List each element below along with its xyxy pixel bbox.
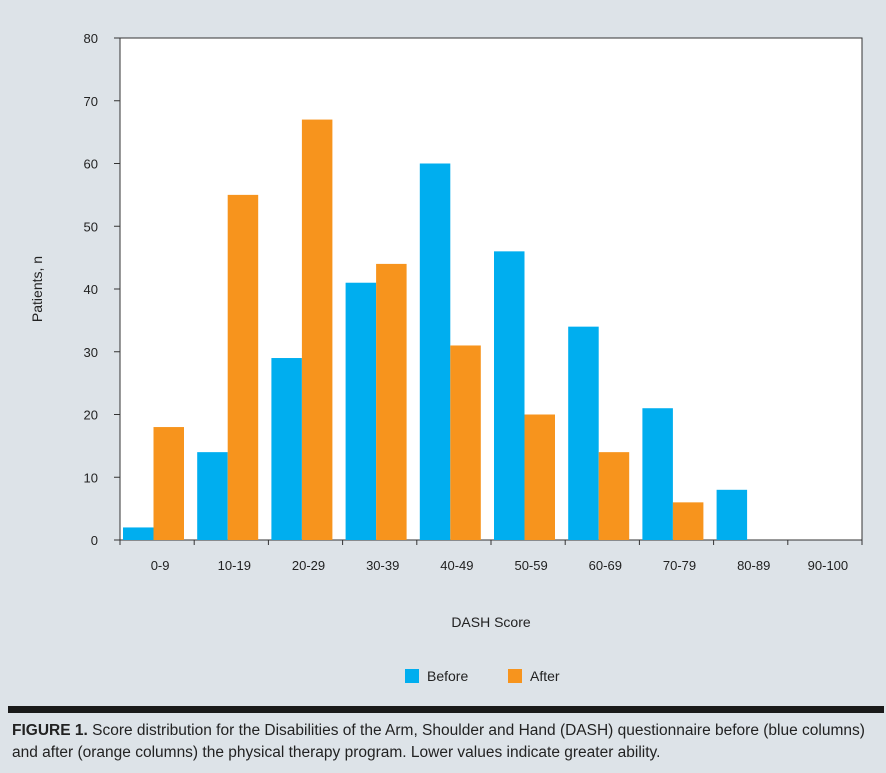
bar-after-60-69 (598, 452, 630, 540)
y-tick-label: 60 (84, 157, 98, 172)
x-tick-label: 30-39 (366, 558, 399, 573)
y-tick-label: 80 (84, 31, 98, 46)
bar-before-10-19 (197, 452, 228, 540)
bar-after-40-49 (450, 345, 481, 540)
x-tick-label: 90-100 (808, 558, 848, 573)
bar-after-50-59 (524, 414, 555, 540)
x-tick-label: 40-49 (440, 558, 473, 573)
bar-before-30-39 (345, 282, 377, 540)
caption-text: Score distribution for the Disabilities … (12, 722, 865, 761)
y-tick-label: 30 (84, 345, 98, 360)
x-tick-label: 0-9 (151, 558, 170, 573)
x-tick-label: 20-29 (292, 558, 325, 573)
bar-after-20-29 (301, 119, 333, 540)
y-tick-label: 0 (91, 533, 98, 548)
x-tick-label: 10-19 (218, 558, 251, 573)
legend-label-after: After (530, 668, 560, 684)
figure-caption: FIGURE 1. Score distribution for the Dis… (12, 720, 880, 764)
bar-before-70-79 (642, 408, 673, 540)
y-tick-label: 10 (84, 470, 98, 485)
y-tick-label: 50 (84, 219, 98, 234)
bar-before-50-59 (494, 251, 525, 540)
bar-after-0-9 (153, 427, 184, 540)
x-tick-label: 80-89 (737, 558, 770, 573)
y-tick-label: 40 (84, 282, 98, 297)
legend: Before After (405, 668, 560, 684)
x-tick-label: 70-79 (663, 558, 696, 573)
caption-label: FIGURE 1. (12, 722, 88, 739)
x-tick-label: 50-59 (514, 558, 547, 573)
bar-before-20-29 (271, 358, 302, 540)
bar-after-10-19 (227, 194, 259, 540)
legend-swatch-before (405, 669, 419, 683)
bar-chart: 0 10 20 30 40 50 60 70 80 0-9 10-19 20-29 30-39 40-4… (29, 31, 863, 684)
bars (123, 119, 748, 540)
bar-before-40-49 (419, 163, 451, 540)
y-axis-label: Patients, n (29, 256, 45, 322)
caption-rule (8, 706, 884, 713)
x-axis-ticks: 0-9 10-19 20-29 30-39 40-49 50-59 60-69 70-79 80… (119, 540, 863, 573)
y-tick-label: 20 (84, 408, 98, 423)
bar-before-60-69 (568, 326, 599, 540)
bar-before-0-9 (123, 527, 154, 540)
legend-label-before: Before (427, 668, 468, 684)
bar-after-70-79 (672, 502, 704, 540)
y-tick-label: 70 (84, 94, 98, 109)
bar-before-80-89 (716, 489, 748, 540)
y-axis-ticks: 0 10 20 30 40 50 60 70 80 (84, 31, 120, 548)
legend-swatch-after (508, 669, 522, 683)
x-tick-label: 60-69 (589, 558, 622, 573)
x-axis-label: DASH Score (451, 614, 531, 630)
bar-after-30-39 (376, 263, 407, 540)
